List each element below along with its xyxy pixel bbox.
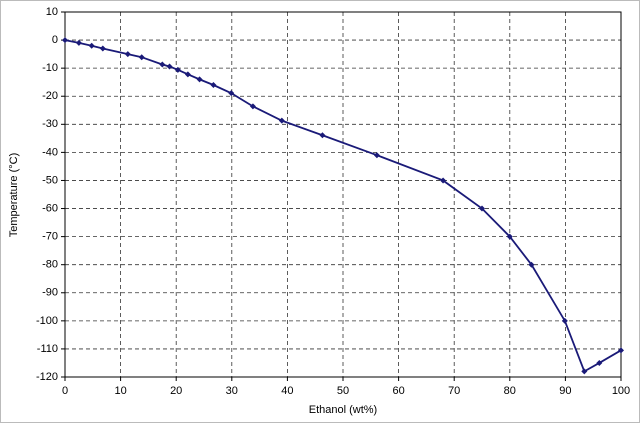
data-point	[174, 66, 181, 73]
data-point	[561, 317, 568, 324]
data-point	[373, 152, 380, 159]
data-point	[184, 71, 191, 78]
data-point	[278, 117, 285, 124]
x-tick-label: 0	[62, 385, 68, 397]
y-tick-label: -90	[42, 287, 58, 299]
data-point	[196, 76, 203, 83]
data-point	[99, 45, 106, 52]
x-tick-label: 80	[504, 385, 516, 397]
data-point	[138, 54, 145, 61]
y-tick-label: -120	[36, 371, 58, 383]
plot-border	[64, 11, 622, 378]
x-tick-label: 50	[337, 385, 349, 397]
data-point	[618, 347, 624, 354]
x-axis-title: Ethanol (wt%)	[309, 404, 377, 416]
data-point	[440, 177, 447, 184]
y-axis-title: Temperature (°C)	[8, 153, 20, 237]
data-point	[166, 63, 173, 70]
data-point	[159, 61, 166, 68]
x-tick-label: 60	[392, 385, 404, 397]
data-point	[581, 368, 588, 375]
data-point	[62, 37, 68, 44]
data-point	[88, 42, 95, 49]
data-point	[319, 132, 326, 139]
x-tick-label: 70	[448, 385, 460, 397]
x-tick-label: 30	[226, 385, 238, 397]
data-point	[528, 261, 535, 268]
y-tick-label: -40	[42, 146, 58, 158]
y-tick-label: -60	[42, 202, 58, 214]
data-point	[479, 205, 485, 212]
data-point	[228, 90, 235, 97]
x-tick-label: 90	[559, 385, 571, 397]
y-tick-label: -70	[42, 231, 58, 243]
x-tick-label: 100	[612, 385, 630, 397]
y-tick-label: -30	[42, 118, 58, 130]
data-point	[249, 103, 256, 110]
x-tick-label: 20	[170, 385, 182, 397]
data-point	[506, 233, 513, 240]
data-point	[596, 359, 603, 366]
y-tick-label: -50	[42, 174, 58, 186]
x-tick-label: 10	[114, 385, 126, 397]
y-tick-label: -110	[37, 343, 58, 355]
data-point	[210, 82, 217, 88]
y-tick-label: -80	[42, 259, 58, 271]
x-tick-label: 40	[281, 385, 293, 397]
data-point	[124, 51, 131, 58]
y-tick-label: -10	[42, 62, 58, 74]
data-point	[75, 39, 82, 46]
y-tick-label: -20	[42, 90, 58, 102]
y-tick-label: 0	[52, 34, 58, 46]
y-tick-label: -100	[36, 315, 58, 327]
y-tick-label: 10	[46, 6, 58, 18]
